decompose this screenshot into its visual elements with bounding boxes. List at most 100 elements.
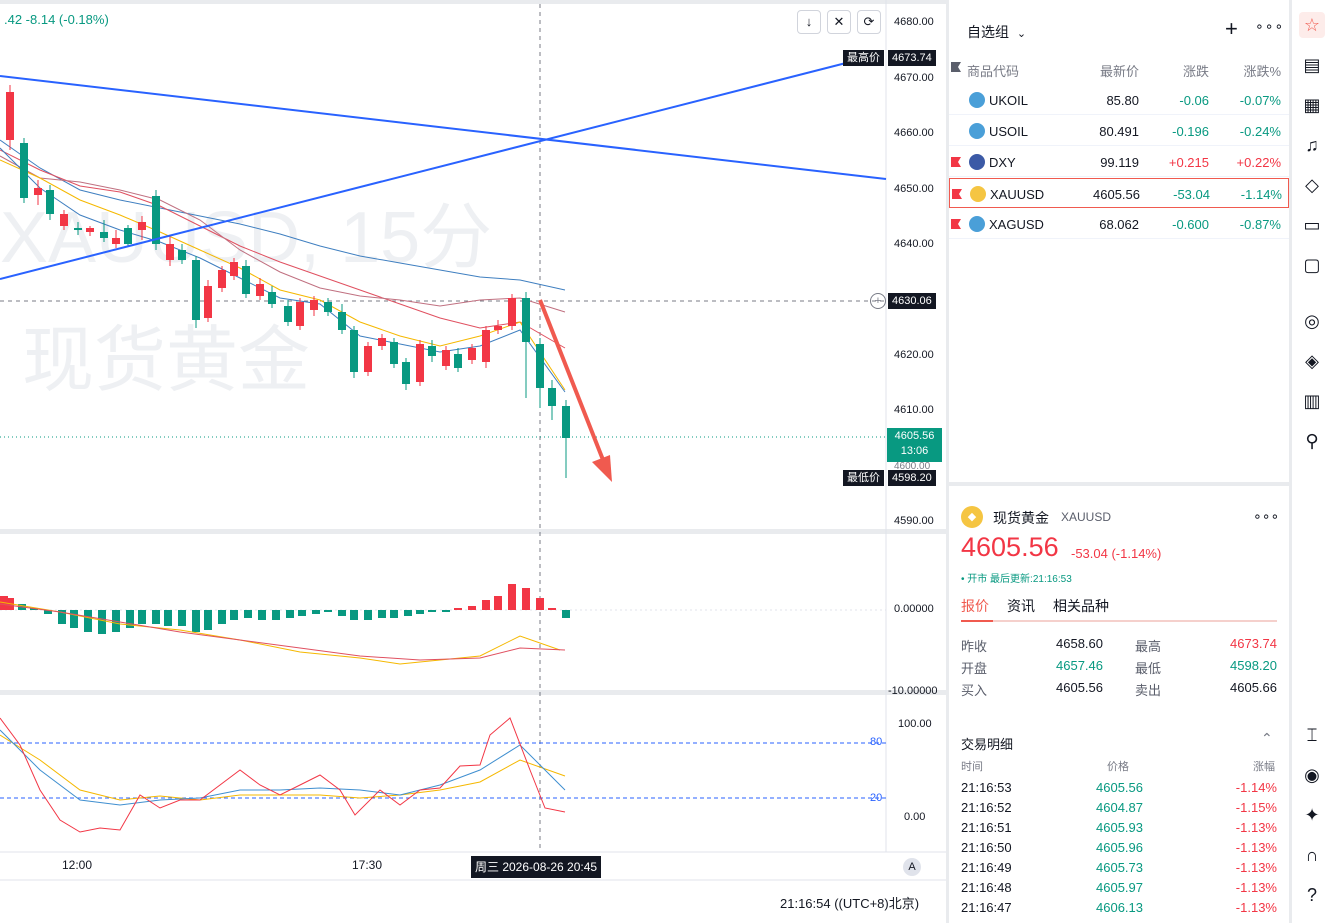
- price-axis-label: 4650.00: [894, 183, 934, 195]
- candle-body: [378, 338, 386, 346]
- target-icon[interactable]: ◎: [1304, 311, 1320, 331]
- chart-header-change: .42 -8.14 (-0.18%): [4, 12, 109, 27]
- bell-icon[interactable]: ♫: [1305, 135, 1319, 155]
- price-axis-label: 4590.00: [894, 515, 934, 527]
- flag-icon[interactable]: [951, 157, 961, 167]
- symbol-code: XAGUSD: [989, 217, 1044, 232]
- candle-body: [218, 270, 226, 288]
- watchlist-row[interactable]: USOIL 80.491 -0.196 -0.24%: [949, 116, 1289, 146]
- macd-bar: [244, 610, 252, 618]
- macd-bar: [230, 610, 238, 620]
- macd-bar: [428, 610, 436, 612]
- tab-quote[interactable]: 报价: [961, 598, 989, 614]
- stat-label: 买入: [961, 683, 988, 698]
- timezone-clock[interactable]: 21:16:54 ((UTC+8)北京): [780, 896, 920, 911]
- more-options-icon[interactable]: ∘∘∘: [1253, 508, 1280, 524]
- scroll-down-icon[interactable]: ↓: [797, 10, 821, 34]
- watchlist-icon[interactable]: ☆: [1299, 12, 1325, 38]
- column-header[interactable]: 商品代码: [967, 64, 1020, 79]
- more-options-icon[interactable]: ∘∘∘: [1255, 18, 1285, 34]
- trade-price: 4606.13: [1096, 900, 1143, 915]
- price-axis-label: 4620.00: [894, 349, 934, 361]
- live-stream-icon[interactable]: ▭: [1303, 215, 1321, 235]
- candle-body: [310, 300, 318, 310]
- candle-body: [468, 348, 476, 360]
- column-header[interactable]: 最新价: [1099, 64, 1139, 79]
- macd-bar: [468, 606, 476, 610]
- table-icon[interactable]: ▥: [1303, 391, 1321, 411]
- macd-bar: [416, 610, 424, 614]
- macd-bar: [164, 610, 172, 626]
- watchlist-row[interactable]: UKOIL 85.80 -0.06 -0.07%: [949, 85, 1289, 115]
- stat-value: 4657.46: [1056, 658, 1103, 673]
- flag-icon[interactable]: [952, 189, 962, 199]
- layers-icon[interactable]: ◇: [1305, 175, 1319, 195]
- trades-title: 交易明细: [961, 737, 1014, 752]
- symbol-icon: [969, 216, 985, 232]
- document-icon[interactable]: ▤: [1303, 55, 1321, 75]
- refresh-icon[interactable]: ⟳: [857, 10, 881, 34]
- column-header[interactable]: 涨跌%: [1243, 64, 1281, 79]
- network-icon[interactable]: ⚲: [1305, 431, 1319, 451]
- headset-icon[interactable]: ∩: [1305, 845, 1319, 865]
- candle-body: [338, 312, 346, 330]
- candle-body: [522, 298, 530, 342]
- flag-icon[interactable]: [951, 219, 961, 229]
- trades-column-header: 价格: [1107, 761, 1129, 773]
- stat-value: 4605.66: [1230, 680, 1277, 695]
- candle-body: [124, 228, 132, 244]
- macd-bar: [152, 610, 160, 624]
- collapse-icon[interactable]: ✕: [827, 10, 851, 34]
- symbol-detail-panel: ◆ 现货黄金 XAUUSD ∘∘∘ 4605.56 -53.04 (-1.14%…: [949, 486, 1289, 923]
- candle-body: [268, 292, 276, 304]
- education-icon[interactable]: ◈: [1305, 351, 1319, 371]
- candle-body: [442, 350, 450, 366]
- help-icon[interactable]: ?: [1306, 885, 1317, 905]
- trade-row: 21:16:47 4606.13 -1.13%: [949, 900, 1289, 920]
- candle-body: [548, 388, 556, 406]
- handshake-icon[interactable]: ✦: [1304, 805, 1320, 825]
- macd-bar: [298, 610, 306, 616]
- percent-change: -0.87%: [1239, 217, 1281, 232]
- price-change: +0.215: [1168, 155, 1209, 170]
- trade-pct: -1.13%: [1235, 820, 1277, 835]
- macd-bar: [548, 608, 556, 610]
- code-icon[interactable]: ⌶: [1306, 725, 1318, 745]
- eye-icon[interactable]: ◉: [1304, 765, 1320, 785]
- last-price: 99.119: [1100, 155, 1139, 170]
- last-price: 68.062: [1099, 217, 1139, 232]
- flag-icon[interactable]: [951, 126, 961, 136]
- chevron-up-icon[interactable]: ⌃: [1261, 730, 1273, 746]
- column-header[interactable]: 涨跌: [1182, 64, 1209, 79]
- add-symbol-icon[interactable]: +: [1225, 16, 1238, 41]
- watchlist-title[interactable]: 自选组 ⌄: [967, 22, 1026, 42]
- crosshair-add-icon[interactable]: +: [870, 293, 886, 309]
- candle-body: [86, 228, 94, 232]
- trade-row: 21:16:48 4605.97 -1.13%: [949, 880, 1289, 900]
- symbol-code: XAUUSD: [1061, 510, 1112, 524]
- price-change: -0.06: [1179, 93, 1209, 108]
- percent-change: -0.24%: [1239, 124, 1281, 139]
- macd-bar: [562, 610, 570, 618]
- chat-icon[interactable]: ▢: [1303, 255, 1321, 275]
- tab-related[interactable]: 相关品种: [1053, 598, 1109, 614]
- symbol-code: USOIL: [989, 124, 1029, 139]
- watchlist-row[interactable]: XAUUSD 4605.56 -53.04 -1.14%: [949, 178, 1289, 208]
- candle-body: [350, 330, 358, 372]
- tab-news[interactable]: 资讯: [1007, 598, 1035, 614]
- price-chart-svg[interactable]: XAUUSD, 15分 现货黄金: [0, 0, 946, 923]
- flag-icon[interactable]: [951, 95, 961, 105]
- candle-body: [390, 342, 398, 364]
- current-price-box: 4605.56 13:06: [887, 428, 942, 462]
- watchlist-row[interactable]: DXY 99.119 +0.215 +0.22%: [949, 147, 1289, 177]
- auto-scale-button[interactable]: A: [903, 858, 921, 876]
- chart-area[interactable]: XAUUSD, 15分 现货黄金 .42 -8.14 (-0.18%): [0, 0, 946, 923]
- trades-column-header: 涨幅: [1253, 761, 1275, 773]
- calendar-icon[interactable]: ▦: [1303, 95, 1321, 115]
- trade-price: 4605.56: [1096, 780, 1143, 795]
- stat-label: 最低: [1135, 661, 1162, 676]
- time-label: 17:30: [352, 858, 383, 872]
- macd-bar: [204, 610, 212, 630]
- candle-body: [562, 406, 570, 438]
- watchlist-row[interactable]: XAGUSD 68.062 -0.600 -0.87%: [949, 209, 1289, 239]
